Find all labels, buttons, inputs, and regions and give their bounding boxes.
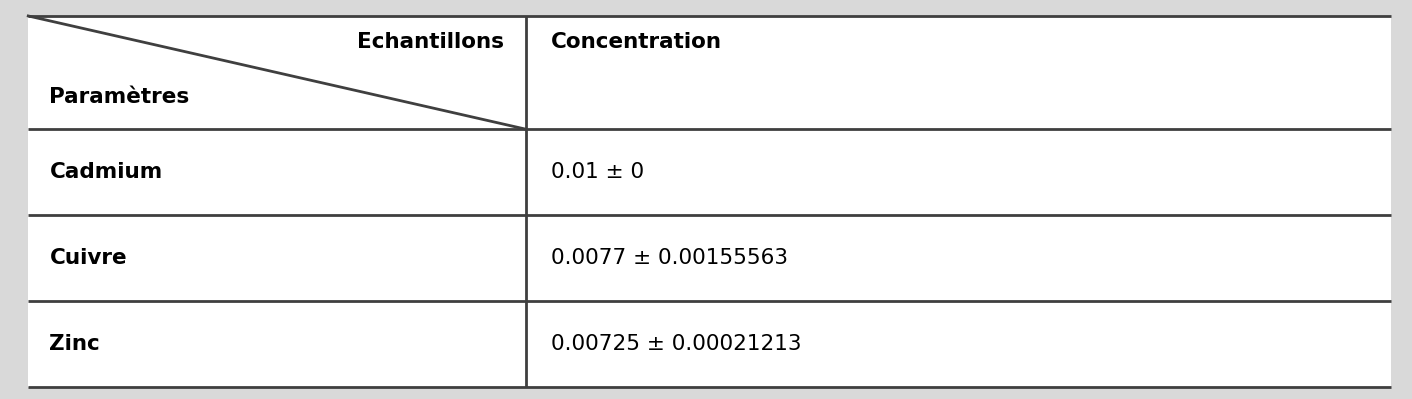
- Text: 0.01 ± 0: 0.01 ± 0: [551, 162, 644, 182]
- Text: Cuivre: Cuivre: [49, 248, 127, 268]
- FancyBboxPatch shape: [28, 16, 1391, 387]
- Text: Zinc: Zinc: [49, 334, 100, 354]
- Text: Cadmium: Cadmium: [49, 162, 162, 182]
- Text: Echantillons: Echantillons: [357, 32, 504, 52]
- Text: Paramètres: Paramètres: [49, 87, 189, 107]
- Text: 0.0077 ± 0.00155563: 0.0077 ± 0.00155563: [551, 248, 788, 268]
- Text: Concentration: Concentration: [551, 32, 722, 52]
- Text: 0.00725 ± 0.00021213: 0.00725 ± 0.00021213: [551, 334, 802, 354]
